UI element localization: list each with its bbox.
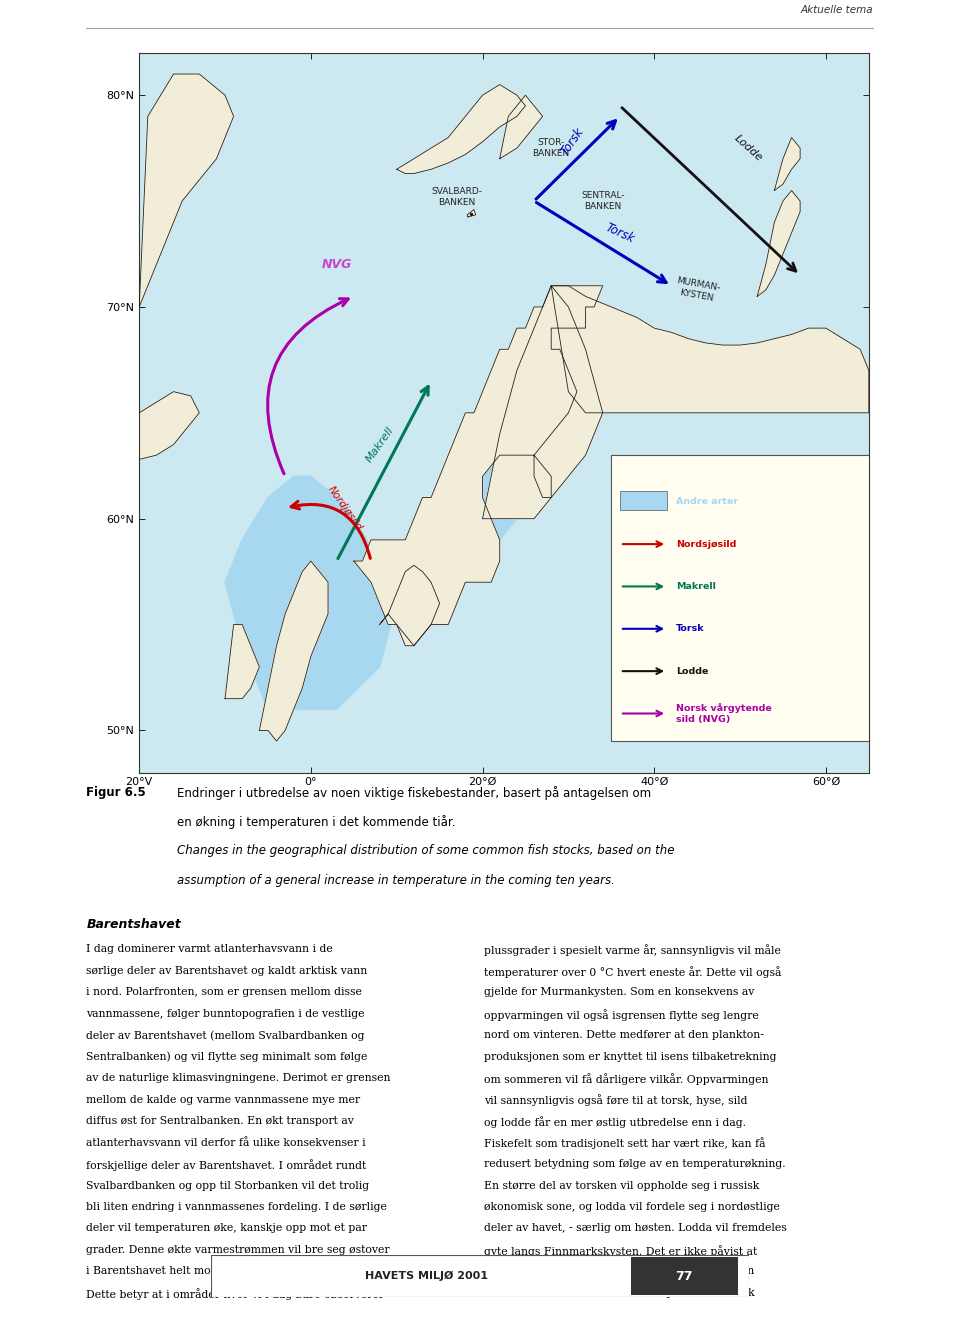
Text: nord om vinteren. Dette medfører at den plankton-: nord om vinteren. Dette medfører at den …	[484, 1030, 764, 1041]
Text: vannmassene, følger bunntopografien i de vestlige: vannmassene, følger bunntopografien i de…	[86, 1009, 365, 1018]
Text: gyte langs Finnmarkskysten. Det er ikke påvist at: gyte langs Finnmarkskysten. Det er ikke …	[484, 1244, 757, 1256]
Text: deler av Barentshavet (mellom Svalbardbanken og: deler av Barentshavet (mellom Svalbardba…	[86, 1030, 365, 1041]
Polygon shape	[379, 565, 440, 646]
Text: Norsk vårgytende
sild (NVG): Norsk vårgytende sild (NVG)	[676, 703, 772, 724]
Text: SENTRAL-
BANKEN: SENTRAL- BANKEN	[581, 192, 625, 211]
Text: En større del av torsken vil oppholde seg i russisk: En større del av torsken vil oppholde se…	[484, 1181, 759, 1190]
Text: produksjonen som er knyttet til isens tilbaketrekning: produksjonen som er knyttet til isens ti…	[484, 1052, 777, 1062]
Polygon shape	[396, 435, 534, 625]
Text: plussgrader i spesielt varme år, sannsynligvis vil måle: plussgrader i spesielt varme år, sannsyn…	[484, 945, 780, 956]
FancyBboxPatch shape	[631, 1258, 738, 1295]
Text: økonomisk sone, og lodda vil fordele seg i nordøstlige: økonomisk sone, og lodda vil fordele seg…	[484, 1202, 780, 1211]
Polygon shape	[551, 285, 869, 413]
Text: I dag dominerer varmt atlanterhavsvann i de: I dag dominerer varmt atlanterhavsvann i…	[86, 945, 333, 955]
Text: atlanterhavsvann vil derfor få ulike konsekvenser i: atlanterhavsvann vil derfor få ulike kon…	[86, 1137, 366, 1148]
Text: Torsk: Torsk	[559, 125, 587, 159]
Polygon shape	[483, 285, 603, 519]
Text: STOR-
BANKEN: STOR- BANKEN	[533, 139, 570, 157]
Text: SVALBARD-
BANKEN: SVALBARD- BANKEN	[431, 188, 482, 206]
Text: Lodde: Lodde	[732, 133, 765, 164]
Text: MURMAN-
KYSTEN: MURMAN- KYSTEN	[674, 276, 721, 304]
Text: Nordsjøsild: Nordsjøsild	[676, 539, 736, 548]
FancyBboxPatch shape	[612, 456, 869, 741]
Polygon shape	[396, 85, 525, 173]
Text: Makrell: Makrell	[364, 425, 396, 464]
Text: Nordjøsild: Nordjøsild	[326, 483, 364, 532]
Text: Dette betyr at i områder hvor vi i dag bare observerer: Dette betyr at i områder hvor vi i dag b…	[86, 1288, 385, 1300]
Text: Makrell: Makrell	[676, 583, 715, 590]
Polygon shape	[105, 391, 200, 460]
Text: forskjellige deler av Barentshavet. I området rundt: forskjellige deler av Barentshavet. I om…	[86, 1159, 367, 1170]
Text: Andre arter: Andre arter	[676, 497, 738, 506]
Polygon shape	[757, 190, 800, 296]
Text: Lodde: Lodde	[676, 667, 708, 675]
Text: deler av havet, - særlig om høsten. Lodda vil fremdeles: deler av havet, - særlig om høsten. Lodd…	[484, 1223, 786, 1234]
Text: temperaturer over 0 °C hvert eneste år. Dette vil også: temperaturer over 0 °C hvert eneste år. …	[484, 966, 781, 978]
Text: Fiskefelt som tradisjonelt sett har vært rike, kan få: Fiskefelt som tradisjonelt sett har vært…	[484, 1137, 765, 1149]
Polygon shape	[775, 137, 800, 190]
Polygon shape	[225, 477, 396, 709]
Polygon shape	[468, 210, 475, 217]
Text: Torsk: Torsk	[603, 221, 636, 246]
Text: Torsk: Torsk	[676, 625, 705, 633]
Text: og lodde får en mer østlig utbredelse enn i dag.: og lodde får en mer østlig utbredelse en…	[484, 1116, 746, 1128]
Text: grader. Denne økte varmestrømmen vil bre seg østover: grader. Denne økte varmestrømmen vil bre…	[86, 1244, 390, 1255]
Text: Figur 6.5: Figur 6.5	[86, 786, 146, 799]
Text: Svalbardbanken og opp til Storbanken vil det trolig: Svalbardbanken og opp til Storbanken vil…	[86, 1181, 370, 1190]
Text: 77: 77	[676, 1269, 693, 1283]
Text: vil sannsynligvis også føre til at torsk, hyse, sild: vil sannsynligvis også føre til at torsk…	[484, 1095, 748, 1107]
Text: sørlige deler av Barentshavet og kaldt arktisk vann: sørlige deler av Barentshavet og kaldt a…	[86, 966, 368, 976]
Text: deler vil temperaturen øke, kanskje opp mot et par: deler vil temperaturen øke, kanskje opp …	[86, 1223, 368, 1234]
Text: gjelde for Murmankysten. Som en konsekvens av: gjelde for Murmankysten. Som en konsekve…	[484, 987, 755, 997]
Text: Endringer i utbredelse av noen viktige fiskebestander, basert på antagelsen om: Endringer i utbredelse av noen viktige f…	[177, 786, 651, 801]
FancyBboxPatch shape	[211, 1255, 749, 1297]
Polygon shape	[225, 625, 259, 699]
Text: Changes in the geographical distribution of some common fish stocks, based on th: Changes in the geographical distribution…	[177, 844, 675, 857]
Text: NVG: NVG	[322, 258, 351, 271]
Text: lodda rekrutterer bedre ved økt temperatur, men: lodda rekrutterer bedre ved økt temperat…	[484, 1267, 755, 1276]
Text: i Barentshavet helt mot kysten av Novaja Semlja.: i Barentshavet helt mot kysten av Novaja…	[86, 1267, 357, 1276]
Text: bli liten endring i vannmassenes fordeling. I de sørlige: bli liten endring i vannmassenes fordeli…	[86, 1202, 387, 1211]
Text: en økning i temperaturen i det kommende tiår.: en økning i temperaturen i det kommende …	[177, 815, 455, 830]
Polygon shape	[500, 95, 542, 159]
Text: oppvarmingen vil også isgrensen flytte seg lengre: oppvarmingen vil også isgrensen flytte s…	[484, 1009, 758, 1021]
Text: mellom de kalde og varme vannmassene mye mer: mellom de kalde og varme vannmassene mye…	[86, 1095, 361, 1104]
Text: av de naturlige klimasvingningene. Derimot er grensen: av de naturlige klimasvingningene. Derim…	[86, 1073, 391, 1083]
Bar	[620, 491, 667, 510]
Polygon shape	[354, 285, 603, 646]
Text: Sentralbanken) og vil flytte seg minimalt som følge: Sentralbanken) og vil flytte seg minimal…	[86, 1052, 368, 1062]
Polygon shape	[139, 74, 233, 306]
Text: Aktuelle tema: Aktuelle tema	[801, 4, 874, 15]
Text: i nord. Polarfronten, som er grensen mellom disse: i nord. Polarfronten, som er grensen mel…	[86, 987, 362, 997]
Text: veksten kan bli bedre. Dette kan paradoksalt nok: veksten kan bli bedre. Dette kan paradok…	[484, 1288, 755, 1297]
Text: HAVETS MILJØ 2001: HAVETS MILJØ 2001	[365, 1271, 488, 1281]
Polygon shape	[259, 561, 328, 741]
Text: Barentshavet: Barentshavet	[86, 918, 181, 931]
Text: assumption of a general increase in temperature in the coming ten years.: assumption of a general increase in temp…	[177, 873, 614, 886]
Text: om sommeren vil få dårligere vilkår. Oppvarmingen: om sommeren vil få dårligere vilkår. Opp…	[484, 1073, 768, 1085]
Text: redusert betydning som følge av en temperaturøkning.: redusert betydning som følge av en tempe…	[484, 1159, 785, 1169]
Text: diffus øst for Sentralbanken. En økt transport av: diffus øst for Sentralbanken. En økt tra…	[86, 1116, 354, 1125]
